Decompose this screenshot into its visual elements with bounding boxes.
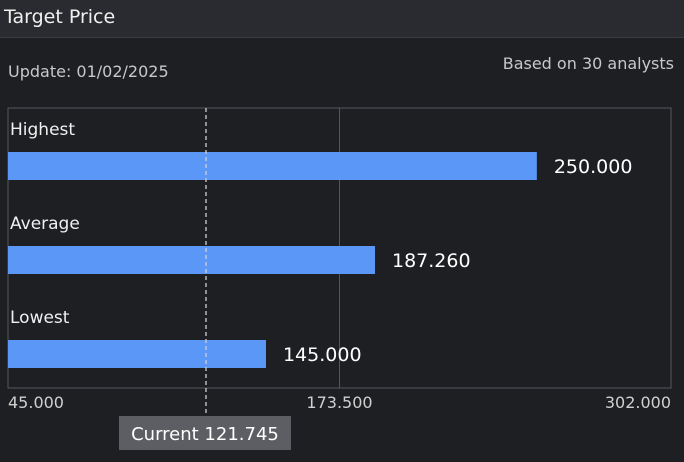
panel-header: Target Price — [0, 0, 684, 38]
analyst-count: Based on 30 analysts — [502, 54, 674, 73]
current-price-label: Current 121.745 — [131, 424, 279, 445]
bar — [8, 246, 375, 274]
bar-value-label: 187.260 — [392, 250, 471, 272]
bar — [8, 340, 266, 368]
category-label: Highest — [10, 120, 75, 140]
x-tick-label: 302.000 — [605, 393, 671, 412]
bar-value-label: 250.000 — [554, 156, 633, 178]
bar-value-label: 145.000 — [283, 344, 362, 366]
category-label: Lowest — [10, 308, 70, 328]
x-tick-label: 173.500 — [306, 393, 372, 412]
update-date: Update: 01/02/2025 — [8, 62, 169, 81]
category-label: Average — [10, 214, 80, 234]
bar — [8, 152, 537, 180]
current-price-badge — [118, 416, 291, 450]
x-tick-label: 45.000 — [8, 393, 64, 412]
panel-title: Target Price — [4, 6, 116, 28]
